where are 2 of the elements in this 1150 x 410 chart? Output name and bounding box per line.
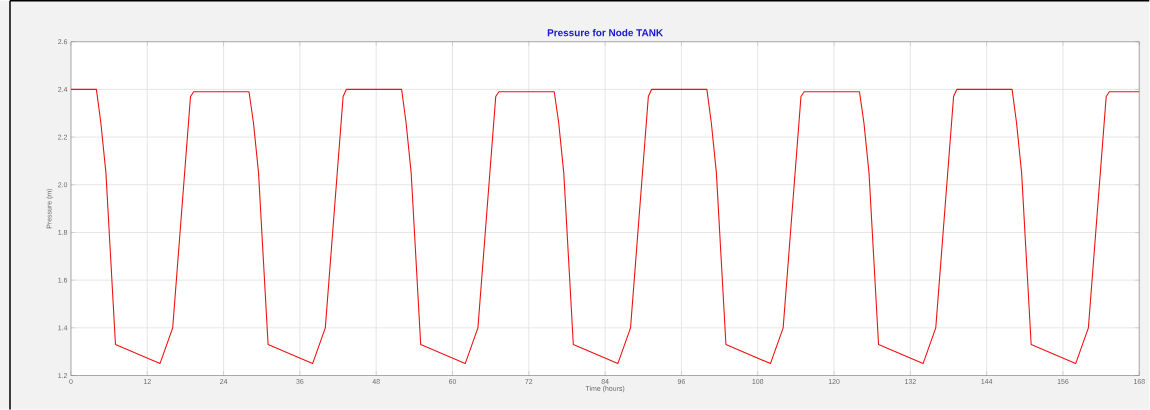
- line-series: [70, 88, 1140, 365]
- chart-title: Pressure for Node TANK: [547, 28, 664, 37]
